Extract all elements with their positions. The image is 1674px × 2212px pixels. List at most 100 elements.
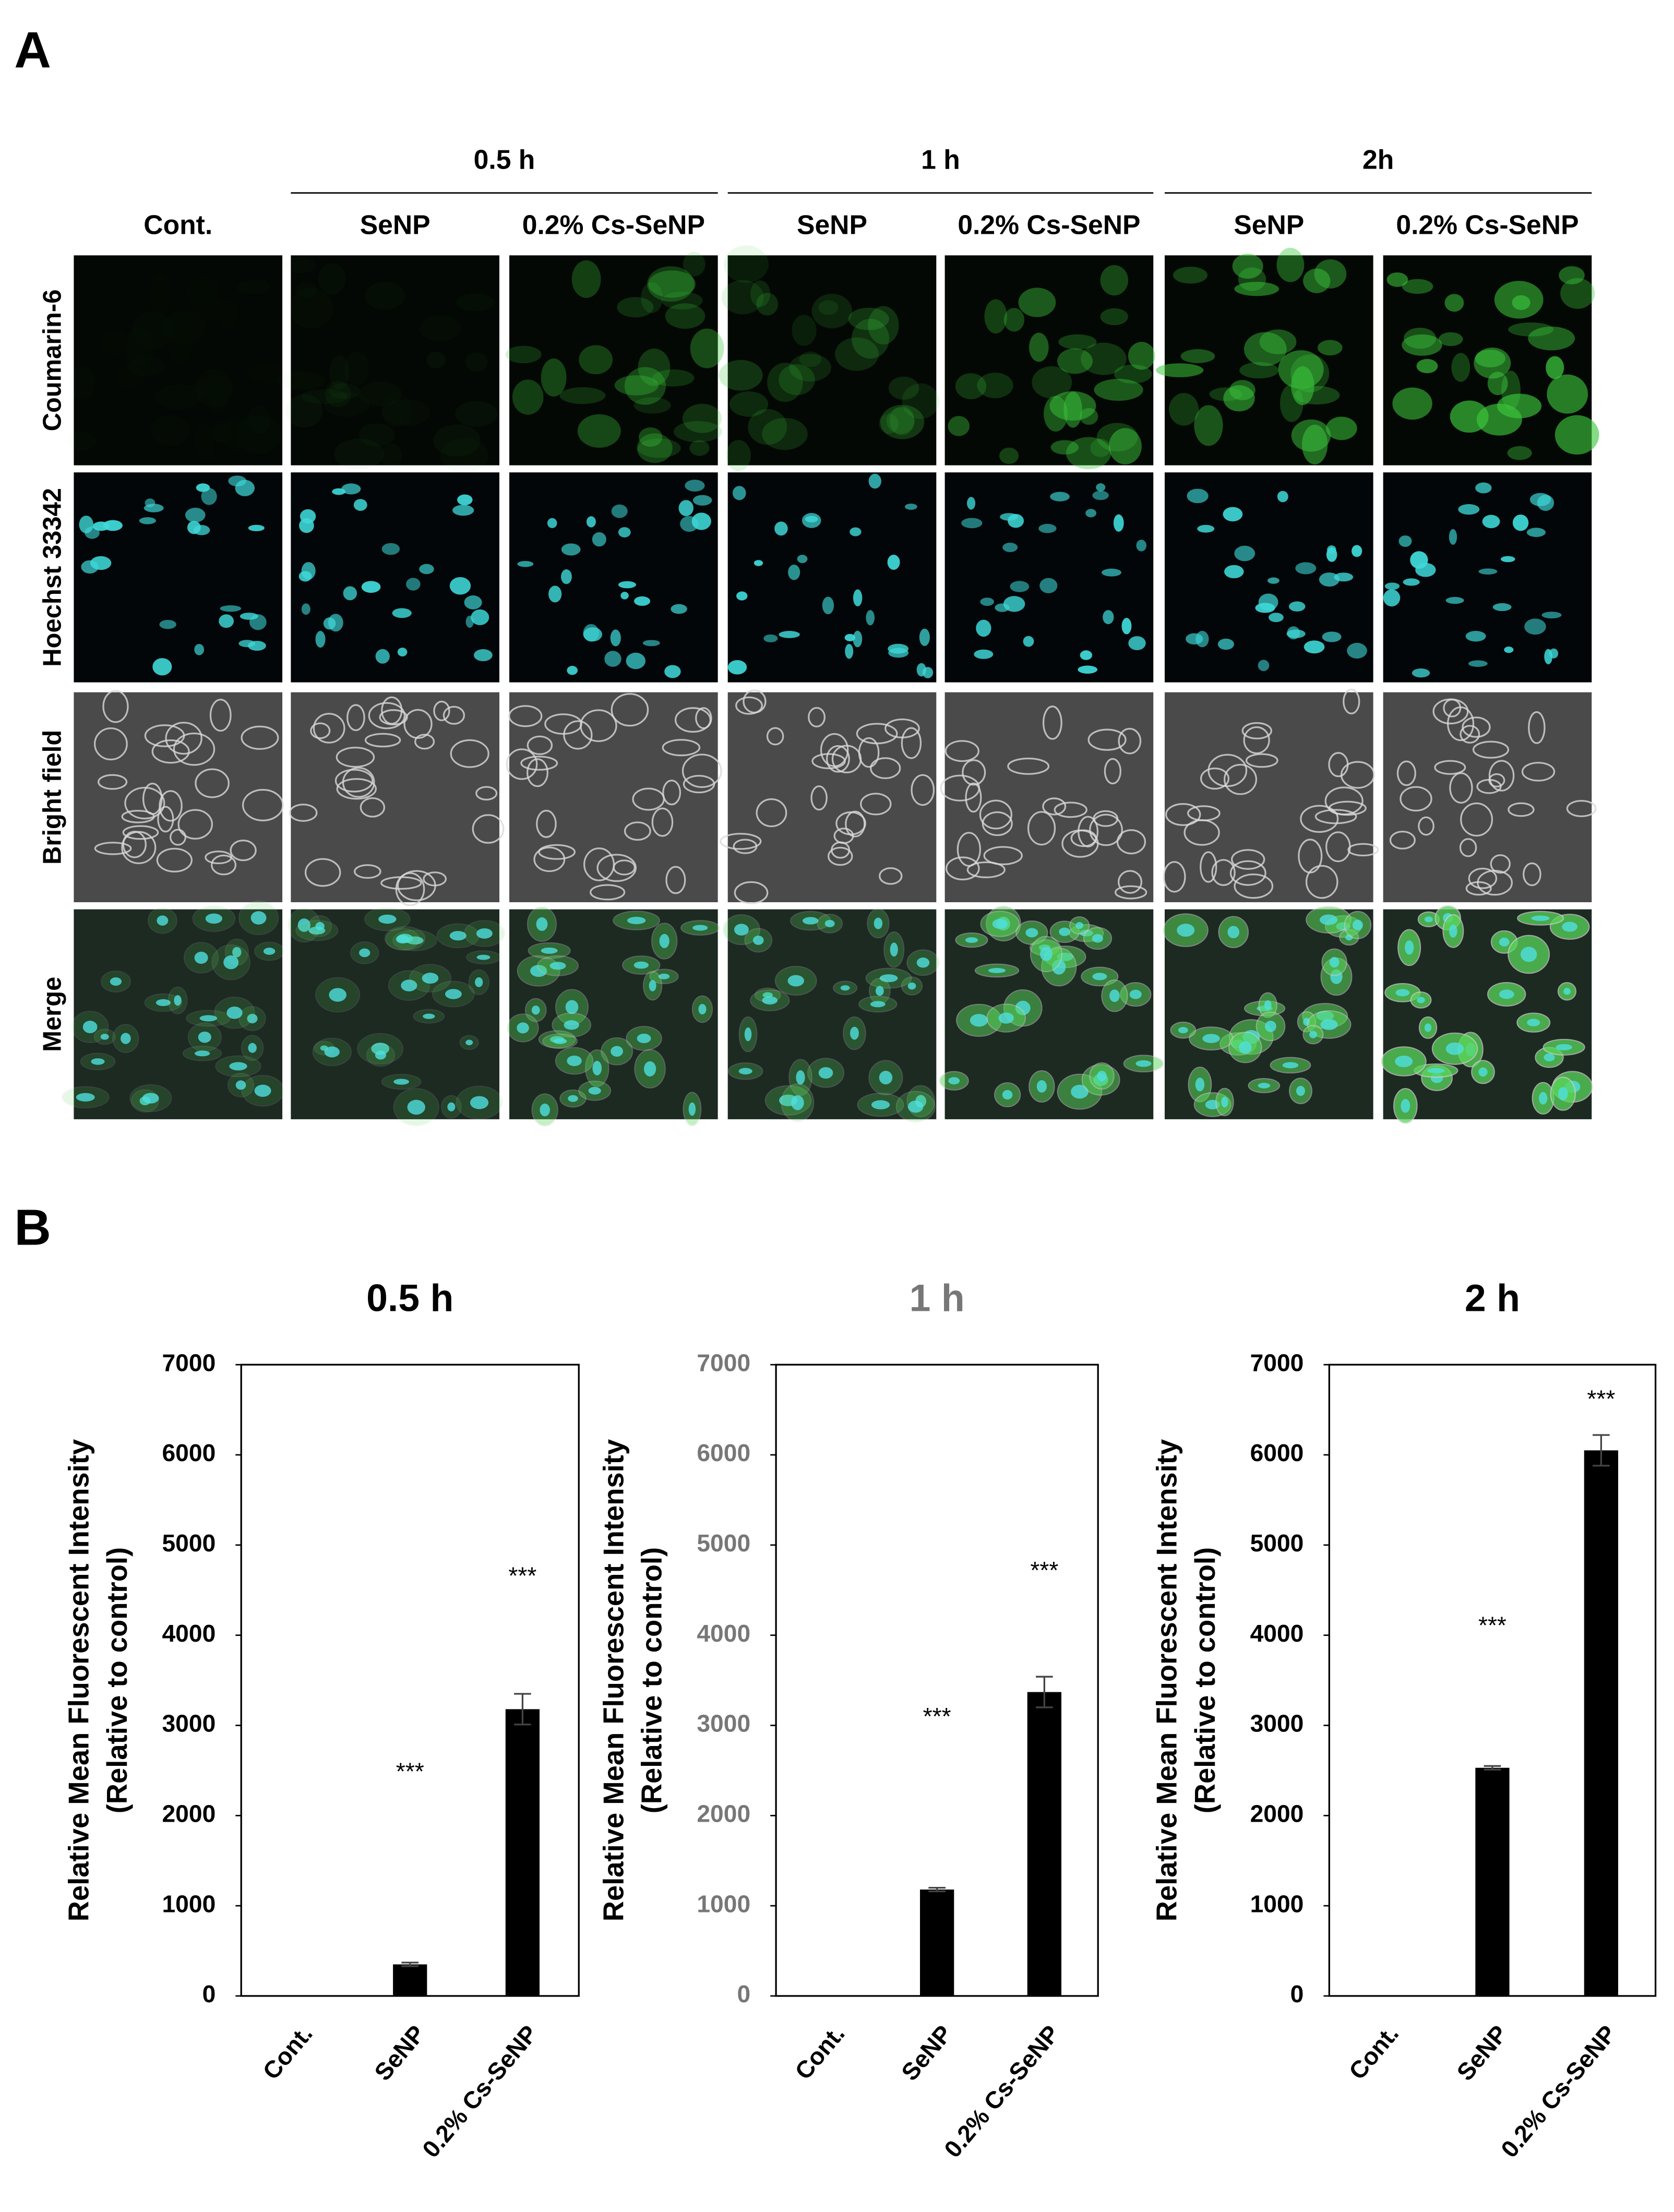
- cell: [886, 408, 915, 434]
- cell: [1057, 348, 1093, 374]
- cell: [1276, 247, 1305, 282]
- cell-outline: [472, 814, 505, 844]
- cell-outline: [310, 722, 331, 739]
- nucleus: [691, 512, 711, 530]
- nucleus: [796, 1070, 805, 1085]
- nucleus: [692, 495, 712, 506]
- cell-outline: [242, 788, 284, 821]
- column-label: SeNP: [360, 210, 431, 240]
- cell-outline: [368, 702, 405, 730]
- nucleus: [1352, 545, 1362, 557]
- cell: [637, 438, 681, 458]
- cell-outline: [102, 690, 129, 723]
- nucleus: [1102, 568, 1121, 577]
- cell-outline: [1087, 728, 1127, 751]
- significance-label: ***: [508, 1562, 536, 1589]
- nucleus: [736, 591, 748, 601]
- nucleus: [659, 934, 669, 949]
- nucleus: [1384, 582, 1400, 590]
- nucleus: [1449, 529, 1457, 545]
- cell: [689, 440, 710, 456]
- chart-title: 0.5 h: [366, 1276, 453, 1319]
- cell: [155, 385, 203, 409]
- cell-outline: [870, 757, 901, 780]
- cell: [1317, 340, 1343, 356]
- nucleus: [1109, 989, 1120, 1002]
- nucleus: [797, 555, 808, 564]
- cell-outline: [1305, 865, 1338, 899]
- nucleus: [324, 1046, 340, 1058]
- nucleus: [688, 1102, 696, 1116]
- nucleus: [567, 666, 578, 675]
- cell-outline: [735, 696, 763, 715]
- nucleus: [1478, 1067, 1488, 1077]
- cell-outline: [1396, 760, 1416, 786]
- nucleus: [734, 924, 749, 936]
- nucleus: [465, 1039, 473, 1046]
- cell: [880, 404, 925, 439]
- nucleus: [445, 989, 462, 999]
- nucleus: [548, 585, 562, 603]
- nucleus: [1296, 1085, 1306, 1096]
- nucleus: [626, 652, 645, 669]
- x-tick-label: Cont.: [257, 2020, 318, 2085]
- nucleus: [1458, 504, 1480, 515]
- cell-outline: [651, 807, 674, 837]
- y-tick-label: 2000: [162, 1800, 216, 1827]
- nucleus: [1059, 927, 1071, 936]
- nucleus: [159, 619, 176, 629]
- nucleus: [397, 648, 408, 656]
- nucleus: [583, 627, 602, 642]
- nucleus: [564, 1020, 579, 1030]
- nucleus: [1039, 578, 1058, 593]
- cell-outline: [360, 797, 386, 818]
- nucleus: [1277, 491, 1288, 503]
- micrograph: [509, 255, 718, 465]
- cell: [1404, 327, 1437, 349]
- nucleus: [547, 518, 557, 529]
- cell: [301, 389, 348, 404]
- y-axis-label: (Relative to control): [636, 1547, 668, 1813]
- nucleus: [353, 499, 367, 511]
- cell: [779, 364, 815, 396]
- micrograph: [291, 909, 499, 1119]
- column-label: 0.2% Cs-SeNP: [958, 210, 1140, 240]
- cell: [150, 273, 171, 314]
- cell-outline: [1468, 867, 1498, 889]
- significance-label: ***: [1587, 1385, 1615, 1413]
- y-tick-label: 4000: [162, 1620, 216, 1647]
- cell: [879, 413, 899, 434]
- cell: [748, 409, 787, 445]
- cell-outline: [506, 748, 538, 780]
- nucleus: [1499, 989, 1514, 999]
- nucleus: [1135, 1060, 1152, 1067]
- micrograph: [291, 255, 499, 465]
- nucleus: [248, 641, 266, 651]
- cell: [683, 252, 706, 277]
- cell-outline: [173, 732, 216, 766]
- nucleus: [738, 1068, 752, 1074]
- nucleus: [1025, 928, 1038, 938]
- nucleus: [250, 911, 267, 925]
- nucleus: [201, 488, 217, 505]
- cell-outline: [720, 833, 762, 850]
- column-label: 0.2% Cs-SeNP: [1396, 210, 1579, 240]
- cell: [1018, 288, 1056, 317]
- nucleus: [471, 609, 489, 625]
- cell: [1223, 385, 1255, 412]
- cell-outline: [831, 745, 862, 773]
- nucleus: [888, 643, 909, 654]
- nucleus: [187, 521, 201, 534]
- cell-outline: [1007, 757, 1050, 775]
- cell: [284, 257, 316, 273]
- cell-outline: [1078, 816, 1099, 847]
- cell: [1194, 405, 1223, 446]
- nucleus: [1383, 589, 1401, 607]
- cell-outline: [681, 754, 722, 788]
- nucleus: [1329, 956, 1340, 968]
- bar: [1584, 1450, 1619, 1996]
- nucleus: [1405, 940, 1414, 955]
- cell-outline: [93, 727, 128, 761]
- cell: [420, 316, 461, 341]
- y-tick-label: 2000: [697, 1800, 750, 1827]
